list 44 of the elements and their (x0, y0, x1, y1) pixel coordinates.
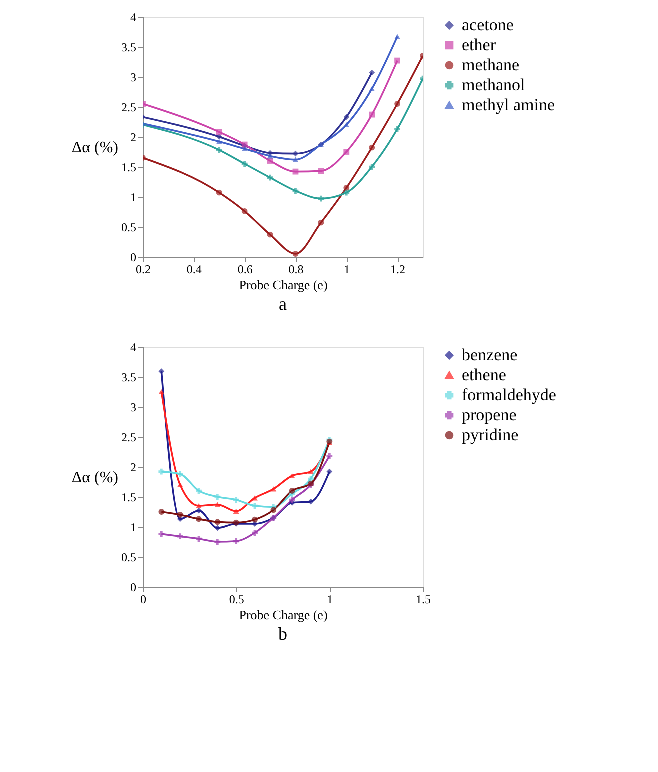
legend-label: methanol (462, 76, 526, 94)
y-tick-label: 3.5 (122, 370, 136, 384)
y-tick-label: 4 (130, 10, 136, 24)
y-tick-label: 2 (130, 130, 136, 144)
x-axis-title: Probe Charge (e) (239, 278, 328, 292)
legend-label: ethene (462, 366, 506, 384)
y-tick-label: 1.5 (122, 160, 136, 174)
y-tick-label: 3 (130, 70, 136, 84)
y-tick-label: 0.5 (122, 220, 136, 234)
text: a (279, 294, 287, 314)
y-axis-title: Δα (%) (72, 140, 118, 156)
y-tick-label: 1.5 (122, 490, 136, 504)
y-tick-label: 1 (130, 190, 136, 204)
x-tick-label: 0 (140, 592, 146, 606)
x-tick-label: 1 (327, 592, 334, 606)
legend-label: pyridine (462, 426, 519, 444)
y-tick-label: 2.5 (122, 100, 136, 114)
legend-label: formaldehyde (462, 386, 556, 404)
x-tick-label: 0.6 (238, 262, 253, 276)
y-tick-label: 1 (130, 520, 136, 534)
legend-label: methyl amine (462, 96, 556, 114)
y-axis-title: Δα (%) (72, 470, 118, 486)
x-tick-label: 1 (344, 262, 350, 276)
y-tick-label: 0.5 (122, 550, 136, 564)
text: b (278, 624, 288, 644)
x-tick-label: 1.2 (390, 262, 406, 276)
legend-label: propene (462, 406, 517, 424)
legend-label: benzene (462, 346, 518, 364)
y-tick-label: 3.5 (122, 40, 136, 54)
x-tick-label: 0.8 (288, 262, 304, 276)
x-axis-title: Probe Charge (e) (239, 608, 328, 622)
y-tick-label: 0 (130, 250, 136, 264)
x-tick-label: 0.4 (186, 262, 202, 276)
x-tick-label: 0.2 (136, 262, 151, 276)
x-tick-label: 0.5 (229, 592, 244, 606)
y-tick-label: 0 (130, 580, 136, 594)
y-tick-label: 4 (130, 340, 136, 354)
y-tick-label: 3 (130, 400, 136, 414)
y-tick-label: 2 (130, 460, 136, 474)
x-tick-label: 1.5 (416, 592, 431, 606)
y-tick-label: 2.5 (122, 430, 136, 444)
legend-label: ether (462, 36, 496, 54)
legend-label: methane (462, 56, 520, 74)
legend-label: acetone (462, 16, 514, 34)
